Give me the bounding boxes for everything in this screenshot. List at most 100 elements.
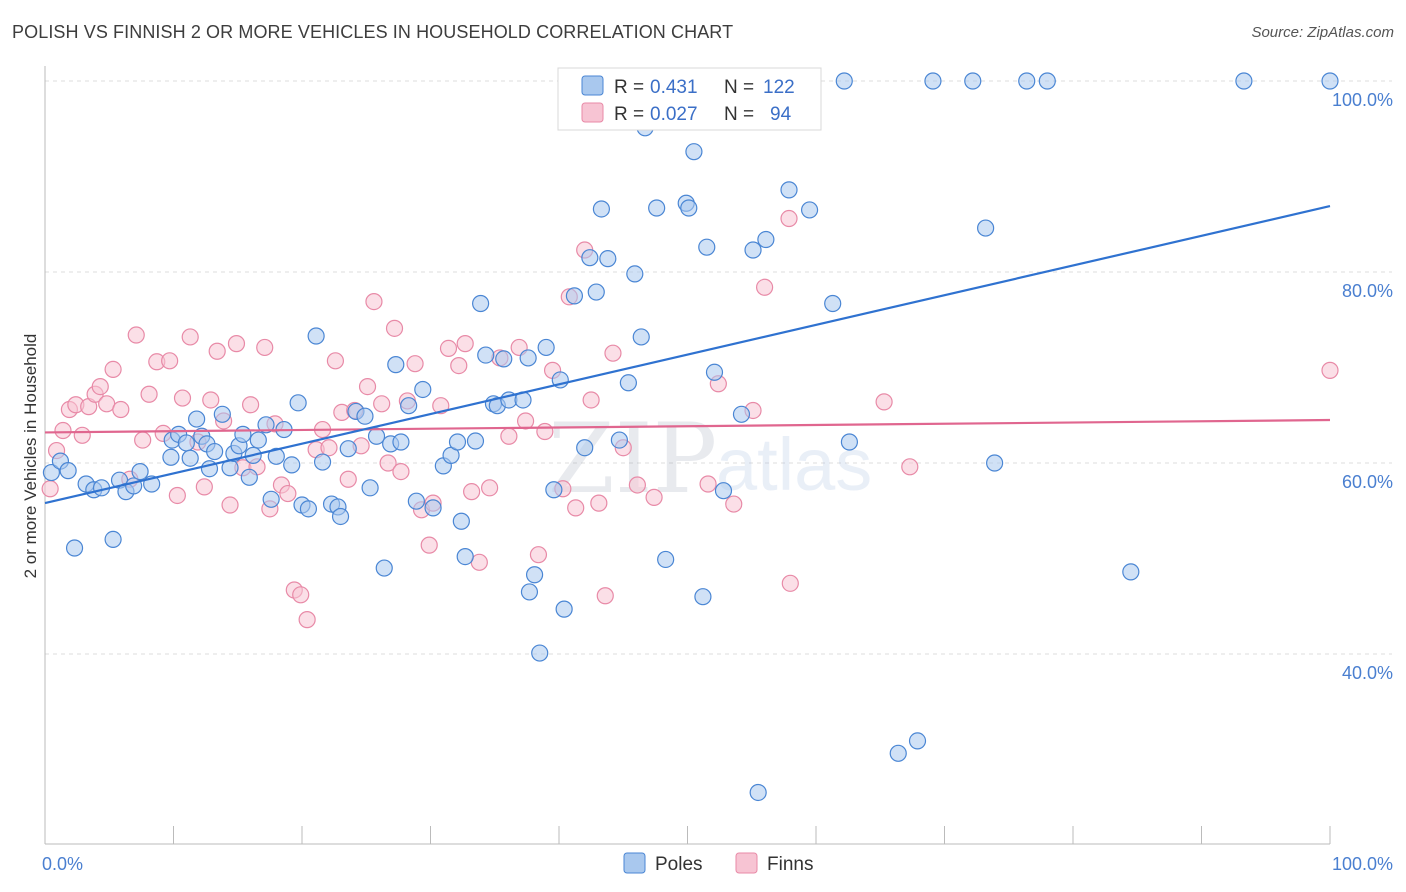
poles-point bbox=[800, 201, 819, 219]
poles-point bbox=[407, 492, 425, 510]
finns-point bbox=[755, 278, 774, 296]
poles-point bbox=[519, 349, 537, 367]
poles-point bbox=[289, 394, 307, 412]
poles-point bbox=[42, 463, 61, 482]
legend-label-finns: Finns bbox=[767, 854, 813, 875]
finns-point bbox=[320, 439, 338, 457]
poles-point bbox=[213, 405, 231, 423]
poles-point bbox=[545, 481, 563, 499]
poles-point bbox=[104, 530, 122, 549]
poles-point bbox=[181, 449, 199, 467]
poles-point bbox=[610, 431, 628, 449]
finns-point bbox=[379, 454, 397, 472]
poles-point bbox=[555, 600, 573, 618]
finns-point bbox=[298, 611, 316, 629]
poles-point bbox=[698, 238, 716, 256]
poles-n-value: 122 bbox=[763, 77, 795, 98]
finns-point bbox=[242, 396, 260, 414]
finns-r-value: 0.027 bbox=[650, 104, 698, 125]
poles-r-value: 0.431 bbox=[650, 77, 698, 98]
poles-point bbox=[908, 732, 927, 750]
chart-title: POLISH VS FINNISH 2 OR MORE VEHICLES IN … bbox=[12, 22, 734, 42]
poles-point bbox=[177, 434, 195, 452]
y-axis-label: 2 or more Vehicles in Household bbox=[21, 334, 40, 579]
tick-labels: 40.0% 60.0% 80.0% 100.0% 0.0% 100.0% bbox=[42, 90, 1393, 874]
poles-point bbox=[131, 462, 149, 481]
poles-point bbox=[964, 72, 982, 90]
y-tick-label: 40.0% bbox=[1342, 663, 1393, 683]
finns-stat-swatch bbox=[581, 102, 604, 123]
finns-point bbox=[463, 483, 481, 501]
legend-swatch-poles bbox=[623, 852, 646, 874]
finns-point bbox=[41, 480, 59, 498]
poles-point bbox=[65, 539, 84, 557]
y-tick-label: 80.0% bbox=[1342, 281, 1393, 301]
finns-point bbox=[195, 478, 213, 496]
finns-point bbox=[481, 479, 499, 497]
finns-point bbox=[73, 426, 91, 444]
stats-box: R = 0.431 N = 122 R = 0.027 N = 94 bbox=[557, 67, 822, 131]
poles-point bbox=[495, 350, 513, 368]
finns-point bbox=[358, 378, 377, 396]
finns-point bbox=[456, 335, 474, 353]
finns-n-label: N = bbox=[724, 104, 754, 125]
trend-lines bbox=[44, 205, 1331, 505]
poles-point bbox=[835, 72, 853, 90]
poles-point bbox=[592, 200, 611, 218]
poles-point bbox=[732, 405, 751, 423]
poles-point bbox=[392, 433, 410, 451]
finns-point bbox=[181, 328, 199, 346]
finns-point bbox=[140, 385, 158, 403]
finns-point bbox=[385, 319, 404, 337]
finns-point bbox=[54, 421, 72, 440]
finns-point bbox=[168, 486, 186, 505]
finns-point bbox=[292, 586, 310, 604]
poles-point bbox=[619, 374, 637, 392]
poles-point bbox=[375, 559, 393, 577]
finns-point bbox=[567, 499, 585, 517]
finns-point bbox=[645, 488, 663, 506]
axes bbox=[44, 66, 1331, 845]
source-label: Source: ZipAtlas.com bbox=[1251, 24, 1394, 41]
legend-swatch-finns bbox=[735, 852, 758, 874]
poles-point bbox=[680, 199, 698, 217]
poles-point bbox=[587, 283, 605, 301]
finns-point bbox=[326, 352, 345, 370]
finns-point bbox=[604, 344, 622, 362]
poles-point bbox=[1235, 72, 1253, 90]
poles-point bbox=[162, 448, 180, 466]
legend-label-poles: Poles bbox=[655, 854, 703, 875]
legend: Poles Finns bbox=[623, 852, 813, 875]
x-tick-label: 0.0% bbox=[42, 854, 83, 874]
finns-point bbox=[725, 495, 743, 513]
finns-point bbox=[439, 339, 458, 357]
poles-point bbox=[361, 479, 379, 497]
finns-point bbox=[365, 293, 383, 311]
poles-point bbox=[694, 588, 712, 606]
finns-point bbox=[780, 209, 798, 228]
poles-point bbox=[824, 294, 842, 313]
poles-point bbox=[448, 433, 467, 451]
poles-point bbox=[924, 72, 942, 90]
poles-point bbox=[576, 439, 594, 457]
finns-point bbox=[161, 352, 179, 370]
poles-point bbox=[262, 490, 280, 508]
finns-point bbox=[173, 389, 192, 407]
poles-point bbox=[977, 219, 995, 237]
poles-point bbox=[648, 199, 666, 217]
finns-point bbox=[450, 356, 468, 375]
poles-r-label: R = bbox=[614, 77, 644, 98]
poles-point bbox=[1122, 563, 1140, 581]
finns-point bbox=[373, 395, 391, 413]
watermark-zip: ZIP bbox=[548, 403, 717, 515]
poles-point bbox=[339, 440, 357, 458]
finns-point bbox=[221, 496, 239, 514]
poles-point bbox=[387, 356, 405, 374]
poles-point bbox=[367, 427, 386, 445]
x-tick-label: 100.0% bbox=[1332, 854, 1393, 874]
finns-point bbox=[392, 462, 410, 481]
poles-point bbox=[757, 230, 775, 249]
finns-point bbox=[536, 422, 554, 441]
poles-point bbox=[744, 241, 762, 259]
poles-point bbox=[240, 468, 258, 486]
